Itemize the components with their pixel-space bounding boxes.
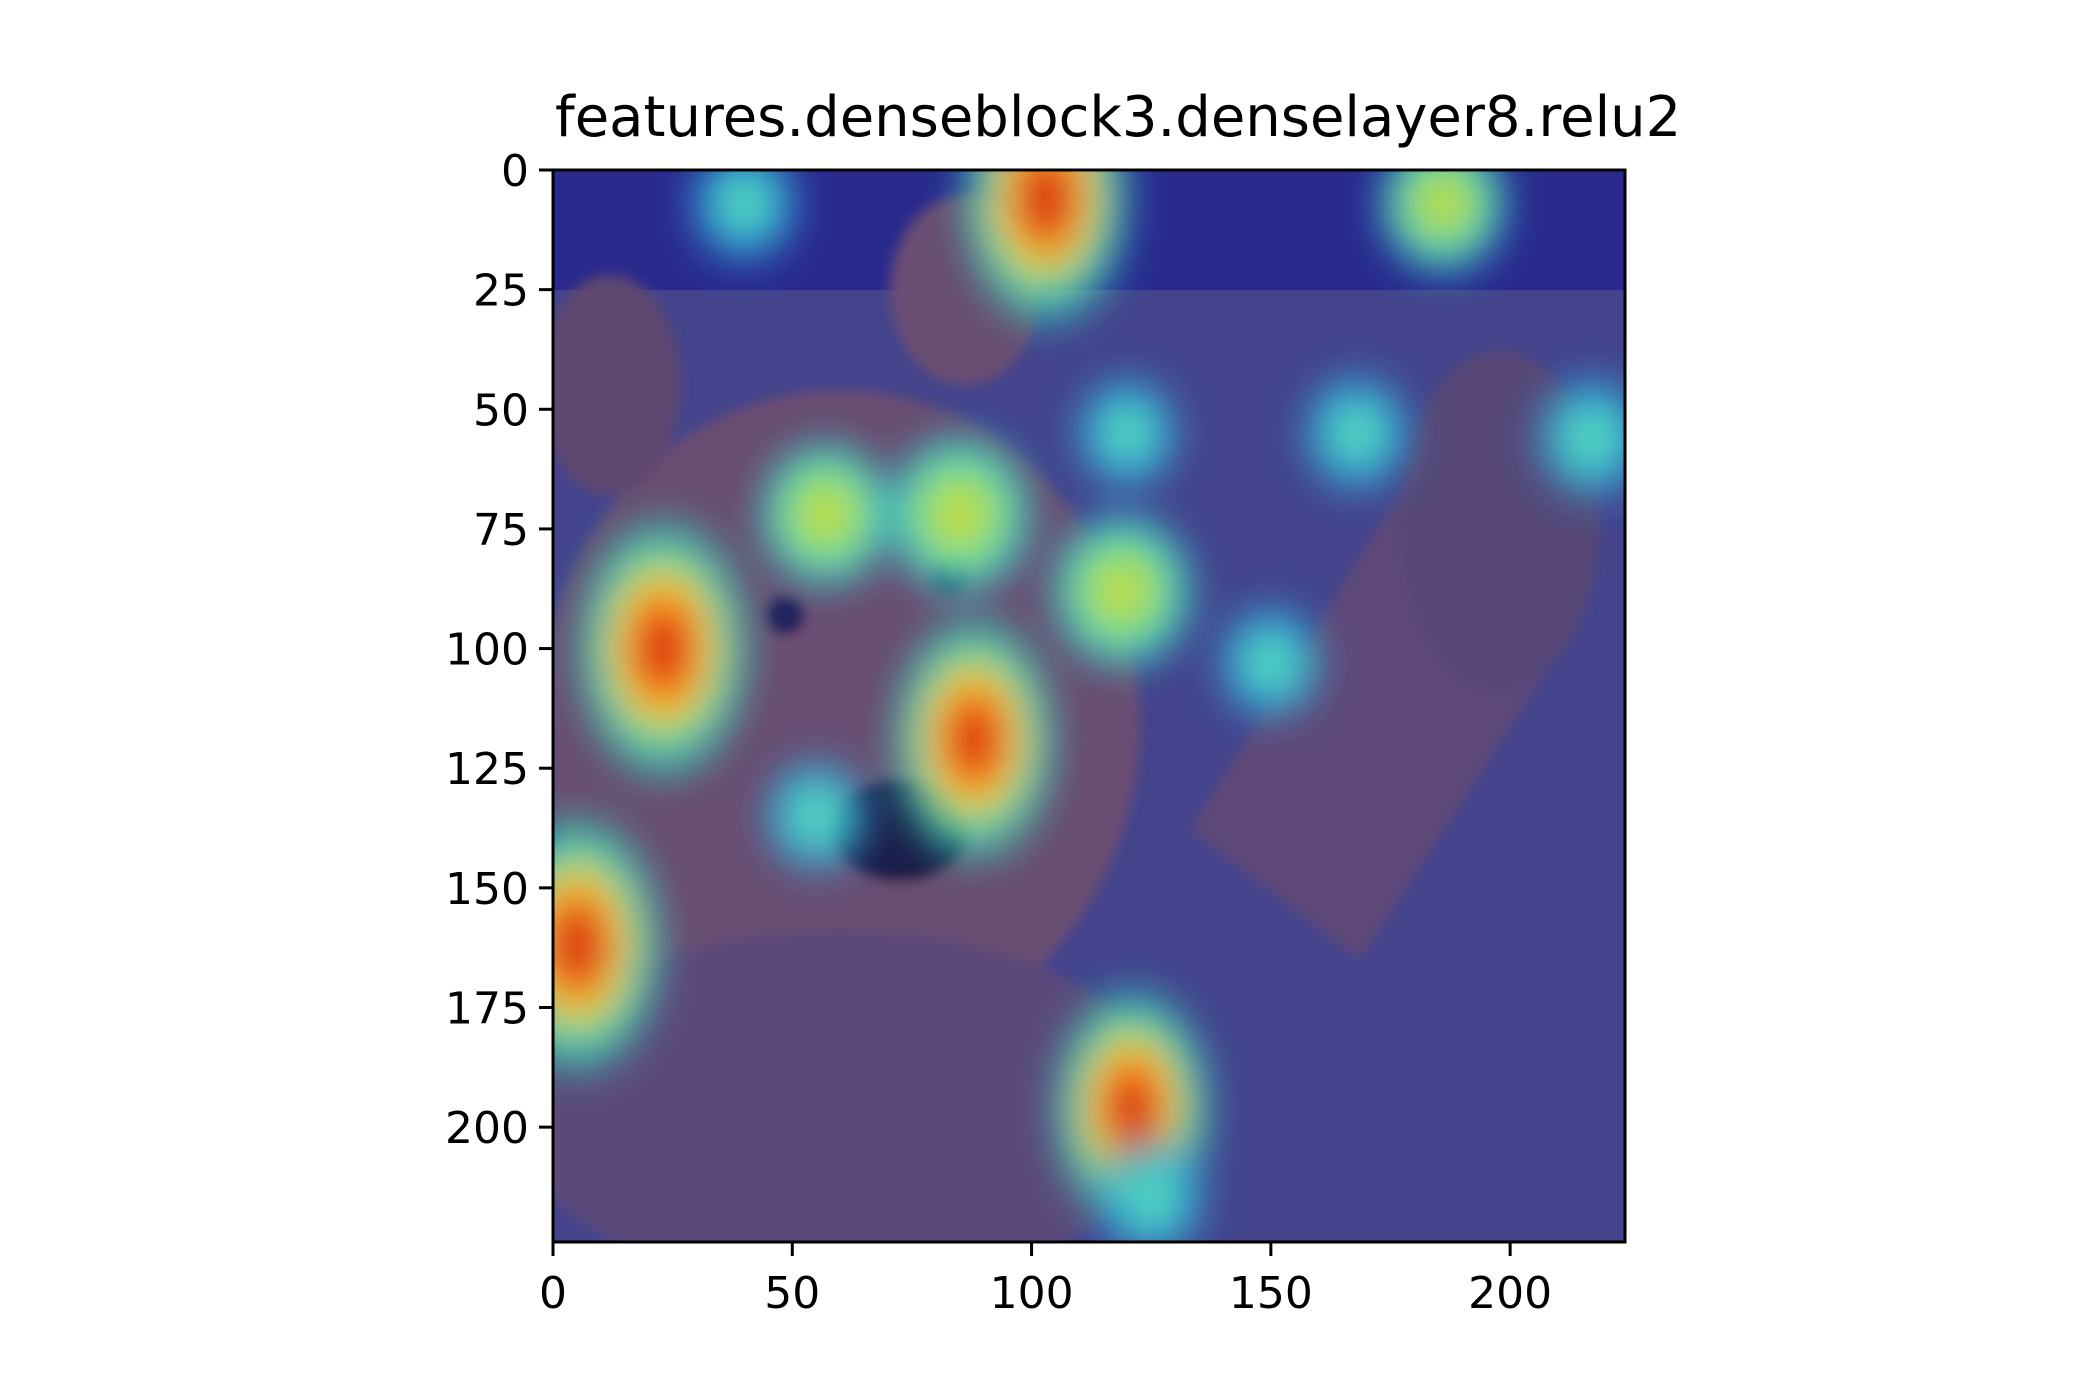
heatmap-hotspot (553, 804, 671, 1087)
heatmap-hotspot (953, 170, 1139, 338)
heatmap-image (553, 170, 1625, 1242)
chart-title: features.denseblock3.denselayer8.relu2 (555, 85, 1682, 150)
y-tick-label: 25 (473, 266, 529, 317)
heatmap-hotspot (752, 434, 899, 595)
heatmap-hotspot (679, 170, 810, 275)
y-tick-label: 0 (501, 146, 529, 197)
x-axis: 0 50 100 150 200 (539, 1242, 1552, 1319)
heatmap-hotspot (1086, 1127, 1216, 1242)
y-axis: 0 25 50 75 100 125 150 175 200 (445, 146, 553, 1154)
x-tick-label: 50 (764, 1268, 820, 1319)
x-tick-label: 150 (1229, 1268, 1313, 1319)
heatmap-hotspot (1372, 170, 1514, 281)
heatmap-hotspot (880, 427, 1040, 603)
heatmap-hotspot (753, 746, 880, 886)
y-tick-label: 125 (445, 744, 529, 795)
axes-frame (551, 168, 1627, 1244)
y-tick-label: 75 (473, 505, 529, 556)
x-tick-label: 100 (990, 1268, 1074, 1319)
heatmap-hotspot (1292, 361, 1422, 505)
y-tick-label: 150 (445, 864, 529, 915)
x-tick-label: 0 (539, 1268, 567, 1319)
x-tick-label: 200 (1468, 1268, 1552, 1319)
activation-heatmap (553, 170, 1625, 1242)
heatmap-hotspot (1207, 593, 1334, 733)
heatmap-hotspot (884, 605, 1064, 874)
y-tick-label: 100 (445, 625, 529, 676)
y-tick-label: 175 (445, 984, 529, 1035)
heatmap-hotspot (1065, 365, 1190, 502)
heatmap-hotspot (1524, 363, 1625, 513)
heatmap-hotspot (1045, 506, 1200, 677)
heatmap-hotspot (568, 506, 759, 792)
y-tick-label: 50 (473, 385, 529, 436)
y-tick-label: 200 (445, 1103, 529, 1154)
